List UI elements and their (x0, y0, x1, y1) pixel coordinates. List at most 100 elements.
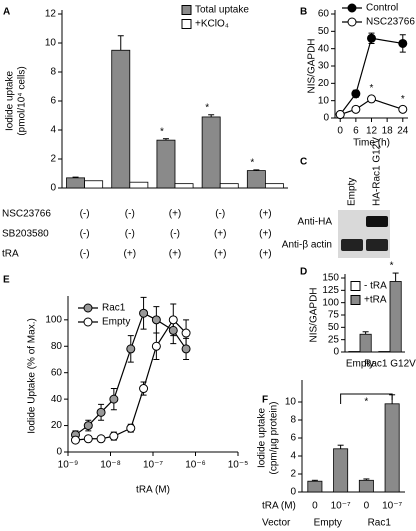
significance-mark: * (205, 102, 209, 113)
data-point (109, 431, 119, 441)
condition-value: Empty (314, 518, 342, 529)
y-tick-label: 0 (50, 183, 56, 194)
y-tick-label: 50 (318, 26, 330, 37)
comparison-bracket (340, 393, 393, 404)
error-bar (392, 272, 399, 282)
y-tick-label: 4 (290, 451, 296, 462)
data-point (126, 344, 136, 354)
series-line (340, 98, 403, 116)
data-point (139, 384, 149, 394)
error-bar (363, 478, 370, 481)
data-point (367, 94, 376, 104)
y-tick-label: 12 (45, 9, 57, 20)
legend-label: Rac1 (102, 303, 126, 314)
bar (389, 281, 402, 353)
bar (66, 177, 85, 189)
legend-label: - tRA (364, 281, 387, 292)
condition-value: (-) (125, 229, 135, 240)
y-axis-label: (pmol/10⁴ cells) (17, 66, 28, 135)
condition-value: 0 (312, 501, 318, 512)
legend-marker (83, 317, 93, 327)
data-point (335, 110, 345, 120)
bar (359, 333, 372, 353)
x-tick-label: 10⁻⁹ (58, 460, 79, 471)
condition-value: (+) (259, 209, 272, 220)
x-tick-label: 10⁻⁶ (185, 460, 206, 471)
legend-marker (83, 303, 93, 313)
x-tick-label: 18 (382, 126, 394, 137)
condition-value: 10⁻⁷ (382, 501, 402, 512)
bar (264, 183, 284, 189)
condition-name: Vector (262, 518, 291, 529)
blot-band (366, 239, 388, 251)
y-axis-label: Iodide uptake (5, 71, 16, 131)
y-tick-label: 10 (45, 38, 57, 49)
y-axis-label: (cpm/µg protein) (269, 401, 280, 474)
condition-name: SB203580 (2, 229, 49, 240)
data-point (96, 407, 106, 417)
condition-value: (+) (259, 229, 272, 240)
significance-mark: * (364, 397, 368, 408)
legend-label: Total uptake (195, 5, 249, 16)
error-bar (117, 35, 124, 51)
y-tick-label: 150 (322, 273, 339, 284)
error-bar (311, 479, 318, 482)
condition-value: Rac1 (368, 518, 392, 529)
data-point (168, 325, 178, 335)
legend-label: Empty (102, 317, 130, 328)
error-bar (253, 169, 260, 171)
bar (156, 139, 176, 189)
significance-mark: * (354, 94, 358, 105)
data-point (151, 341, 161, 351)
panel-label: E (3, 275, 10, 286)
y-tick-label: 30 (318, 61, 330, 72)
y-tick-label: 2 (290, 469, 296, 480)
blot-row-label: Anti-HA (298, 217, 333, 228)
error-bar (162, 138, 169, 141)
y-tick-label: 0 (290, 487, 296, 498)
significance-mark: * (390, 261, 394, 272)
data-point (126, 423, 136, 433)
blot-band (366, 216, 388, 227)
y-tick-label: 125 (322, 285, 339, 296)
bar (174, 183, 194, 189)
y-tick-label: 80 (51, 341, 63, 352)
x-axis-label: Time (h) (353, 138, 390, 149)
data-point (83, 421, 93, 431)
y-tick-label: 40 (51, 394, 63, 405)
condition-value: (-) (80, 229, 90, 240)
condition-value: (+) (214, 229, 227, 240)
panel-label: C (300, 157, 307, 168)
condition-value: (-) (170, 229, 180, 240)
y-tick-label: 60 (318, 9, 330, 20)
y-tick-label: 6 (290, 433, 296, 444)
x-tick-label: Rac1 G12V (364, 359, 416, 370)
panel-label: B (300, 7, 307, 18)
y-tick-label: 100 (322, 297, 339, 308)
data-point (181, 344, 191, 354)
significance-mark: * (160, 126, 164, 137)
data-point (139, 308, 149, 318)
y-tick-label: 4 (50, 125, 56, 136)
significance-mark: * (401, 94, 405, 105)
x-tick-label: 10⁻⁷ (143, 460, 163, 471)
condition-value: 10⁻⁷ (331, 501, 351, 512)
condition-value: (+) (124, 249, 137, 260)
legend-label: +KClO₄ (195, 19, 229, 30)
y-tick-label: 60 (51, 367, 63, 378)
y-tick-label: 0 (56, 447, 62, 458)
x-tick-label: Empty (346, 359, 374, 370)
legend-swatch (181, 5, 192, 15)
lane-label: HA-Rac1 G12V (372, 137, 383, 206)
bar (219, 183, 239, 189)
bar (84, 180, 104, 189)
condition-value: (+) (214, 249, 227, 260)
blot-row-label: Anti-β actin (282, 240, 332, 251)
y-tick-label: 2 (50, 154, 56, 165)
data-point (83, 434, 93, 444)
y-tick-label: 10 (318, 95, 330, 106)
data-point (351, 104, 361, 114)
x-tick-label: 10⁻⁵ (228, 460, 249, 471)
data-point (168, 315, 178, 325)
